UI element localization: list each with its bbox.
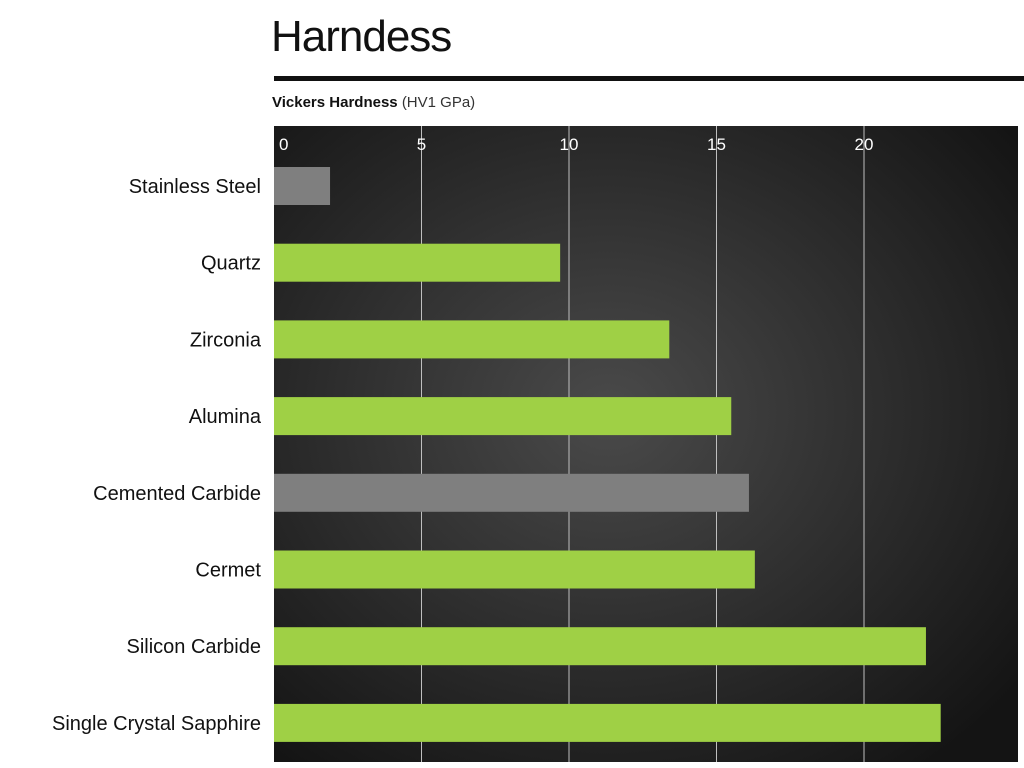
- category-label-stainless-steel: Stainless Steel: [129, 176, 261, 198]
- x-axis-title: Vickers Hardness (HV1 GPa): [272, 94, 475, 111]
- x-tick-label-15: 15: [707, 135, 726, 154]
- x-tick-label-5: 5: [417, 135, 426, 154]
- bar-alumina: [274, 397, 732, 436]
- chart-title: Harndess: [271, 12, 452, 61]
- bar-cermet: [274, 550, 755, 589]
- category-label-cemented-carbide: Cemented Carbide: [93, 483, 261, 505]
- x-tick-label-0: 0: [279, 135, 288, 154]
- bar-zirconia: [274, 320, 670, 359]
- category-label-single-crystal-sapphire: Single Crystal Sapphire: [52, 713, 261, 735]
- title-divider: [274, 76, 1024, 81]
- category-label-alumina: Alumina: [189, 406, 262, 428]
- bar-silicon-carbide: [274, 627, 926, 666]
- bar-stainless-steel: [274, 167, 331, 205]
- category-label-zirconia: Zirconia: [190, 329, 262, 351]
- x-tick-label-20: 20: [855, 135, 874, 154]
- x-tick-label-10: 10: [560, 135, 579, 154]
- category-label-quartz: Quartz: [201, 253, 261, 275]
- x-axis-title-bold: Vickers Hardness: [272, 94, 398, 111]
- plot-area: [274, 126, 1018, 762]
- bar-single-crystal-sapphire: [274, 703, 941, 742]
- x-axis-title-unit: (HV1 GPa): [401, 94, 476, 111]
- bar-cemented-carbide: [274, 473, 749, 512]
- bar-quartz: [274, 243, 561, 282]
- category-label-cermet: Cermet: [195, 560, 261, 582]
- category-label-silicon-carbide: Silicon Carbide: [126, 636, 261, 658]
